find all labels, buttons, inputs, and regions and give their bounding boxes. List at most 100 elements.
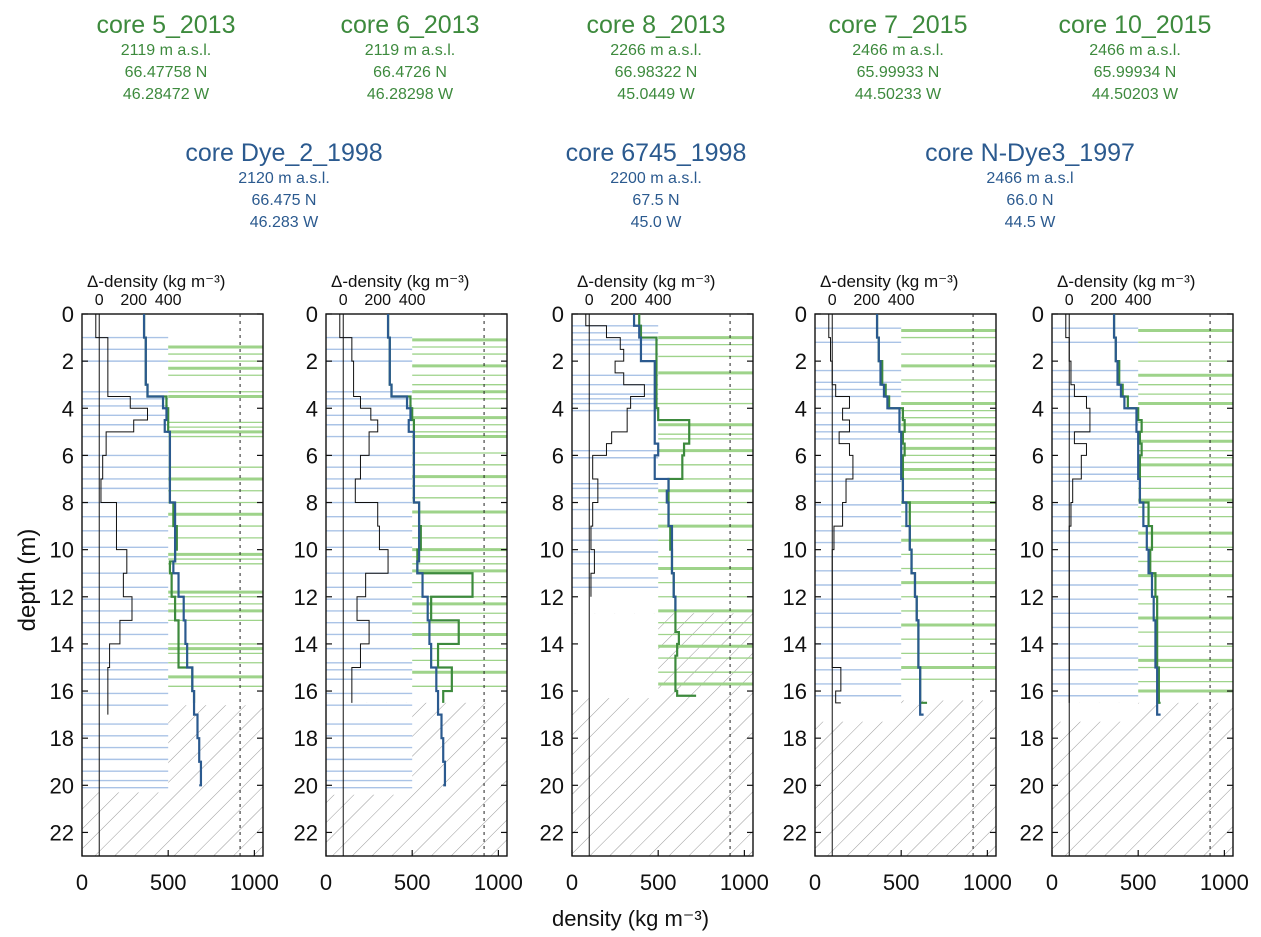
y-tick-label: 12 xyxy=(294,585,318,610)
delta-tick-label: 0 xyxy=(95,292,104,309)
core-extent-mask xyxy=(572,613,659,699)
y-tick-label: 4 xyxy=(62,396,74,421)
x-tick-label: 0 xyxy=(1046,870,1058,895)
delta-tick-label: 0 xyxy=(585,292,594,309)
x-tick-label: 500 xyxy=(1120,870,1157,895)
core-elevation: 2466 m a.s.l. xyxy=(852,42,944,59)
core-latitude: 66.475 N xyxy=(251,192,317,209)
y-tick-label: 8 xyxy=(1032,491,1044,516)
y-axis-title: depth (m) xyxy=(14,528,41,632)
y-tick-label: 6 xyxy=(795,443,807,468)
y-tick-label: 18 xyxy=(783,726,807,751)
delta-density-line xyxy=(585,314,645,597)
y-tick-label: 12 xyxy=(783,585,807,610)
y-tick-label: 14 xyxy=(1020,632,1044,657)
delta-axis-label: Δ-density (kg m⁻³) xyxy=(577,272,715,291)
y-tick-label: 20 xyxy=(783,773,807,798)
historic-density-line xyxy=(142,314,203,787)
delta-tick-label: 0 xyxy=(828,292,837,309)
delta-density-line xyxy=(339,314,389,703)
y-tick-label: 0 xyxy=(795,302,807,327)
core-name: core 5_2013 xyxy=(96,11,236,39)
y-tick-label: 8 xyxy=(552,491,564,516)
y-tick-label: 10 xyxy=(294,538,318,563)
y-tick-label: 6 xyxy=(552,443,564,468)
x-tick-label: 1000 xyxy=(1200,870,1249,895)
delta-axis-label: Δ-density (kg m⁻³) xyxy=(820,272,958,291)
delta-tick-label: 200 xyxy=(853,292,880,309)
core-longitude: 46.283 W xyxy=(249,214,319,231)
delta-tick-label: 200 xyxy=(1090,292,1117,309)
delta-tick-label: 200 xyxy=(120,292,147,309)
x-tick-label: 1000 xyxy=(474,870,523,895)
panel-frame xyxy=(571,313,754,857)
y-tick-label: 6 xyxy=(306,443,318,468)
core-latitude: 65.99933 N xyxy=(856,64,940,81)
core-header-1: core 5_2013 2119 m a.s.l. 66.47758 N 46.… xyxy=(66,10,266,106)
x-tick-label: 0 xyxy=(320,870,332,895)
x-tick-label: 0 xyxy=(566,870,578,895)
core-longitude: 46.28298 W xyxy=(366,86,454,103)
core-latitude: 66.98322 N xyxy=(614,64,698,81)
y-tick-label: 2 xyxy=(552,349,564,374)
y-tick-label: 16 xyxy=(50,679,74,704)
y-tick-label: 20 xyxy=(1020,773,1044,798)
x-tick-label: 500 xyxy=(394,870,431,895)
y-tick-label: 14 xyxy=(50,632,74,657)
no-data-hatch xyxy=(815,700,996,856)
core-elevation: 2466 m a.s.l. xyxy=(1089,42,1181,59)
y-tick-label: 16 xyxy=(540,679,564,704)
core-header-5: core 10_2015 2466 m a.s.l. 65.99934 N 44… xyxy=(1035,10,1235,106)
core-longitude: 45.0449 W xyxy=(617,86,695,103)
historic-core-header-2: core 6745_1998 2200 m a.s.l. 67.5 N 45.0… xyxy=(536,138,776,234)
no-data-hatch xyxy=(1052,702,1233,856)
delta-tick-label: 200 xyxy=(610,292,637,309)
y-tick-label: 22 xyxy=(50,820,74,845)
delta-tick-label: 200 xyxy=(364,292,391,309)
core-extent-mask xyxy=(815,700,902,722)
recent-density-line xyxy=(1112,314,1161,704)
core-latitude: 66.47758 N xyxy=(124,64,208,81)
y-tick-label: 8 xyxy=(306,491,318,516)
core-elevation: 2466 m a.s.l xyxy=(986,170,1074,187)
y-tick-label: 14 xyxy=(294,632,318,657)
x-tick-label: 1000 xyxy=(963,870,1012,895)
y-tick-label: 12 xyxy=(1020,585,1044,610)
y-tick-label: 0 xyxy=(1032,302,1044,327)
historic-density-line xyxy=(632,314,677,611)
y-tick-label: 14 xyxy=(783,632,807,657)
y-tick-label: 18 xyxy=(540,726,564,751)
core-elevation: 2200 m a.s.l. xyxy=(610,170,702,187)
y-tick-label: 10 xyxy=(540,538,564,563)
core-elevation: 2266 m a.s.l. xyxy=(610,42,702,59)
y-tick-label: 20 xyxy=(540,773,564,798)
delta-tick-label: 0 xyxy=(339,292,348,309)
core-latitude: 66.4726 N xyxy=(373,64,447,81)
core-latitude: 65.99934 N xyxy=(1093,64,1177,81)
core-elevation: 2119 m a.s.l. xyxy=(120,42,212,59)
core-elevation: 2119 m a.s.l. xyxy=(364,42,456,59)
x-tick-label: 0 xyxy=(76,870,88,895)
x-tick-label: 500 xyxy=(640,870,677,895)
core-name: core 8_2013 xyxy=(586,11,726,39)
y-tick-label: 4 xyxy=(306,396,318,421)
panel-frame xyxy=(325,313,508,857)
y-tick-label: 20 xyxy=(294,773,318,798)
panel-frame xyxy=(814,313,997,857)
core-elevation: 2120 m a.s.l. xyxy=(238,170,330,187)
x-tick-label: 0 xyxy=(809,870,821,895)
core-extent-mask xyxy=(1052,702,1139,722)
delta-axis-label: Δ-density (kg m⁻³) xyxy=(331,272,469,291)
y-tick-label: 12 xyxy=(540,585,564,610)
x-tick-label: 500 xyxy=(883,870,920,895)
delta-tick-label: 0 xyxy=(1065,292,1074,309)
core-longitude: 44.5 W xyxy=(1004,214,1056,231)
y-tick-label: 0 xyxy=(552,302,564,327)
core-name: core N-Dye3_1997 xyxy=(925,139,1135,167)
y-tick-label: 8 xyxy=(795,491,807,516)
y-tick-label: 10 xyxy=(1020,538,1044,563)
core-name: core 10_2015 xyxy=(1058,11,1212,39)
delta-tick-label: 400 xyxy=(155,292,182,309)
y-tick-label: 22 xyxy=(294,820,318,845)
